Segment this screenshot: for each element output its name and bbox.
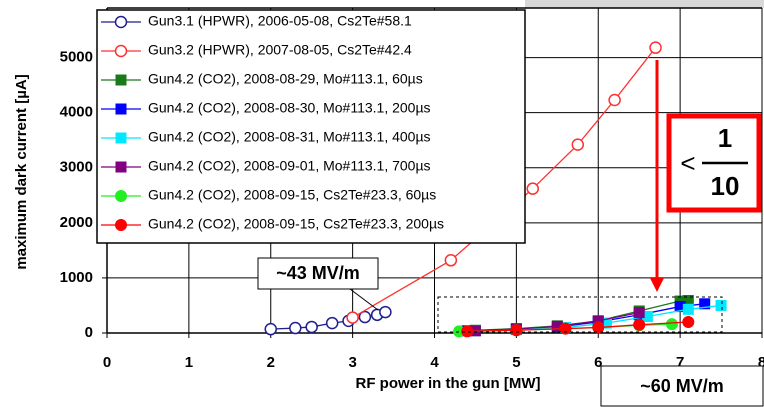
marker — [526, 182, 539, 195]
marker — [571, 138, 585, 151]
marker — [608, 93, 621, 107]
marker — [115, 103, 127, 115]
x-tick-label: 8 — [758, 354, 764, 371]
marker — [115, 132, 127, 144]
marker — [649, 41, 662, 54]
legend-label: Gun4.2 (CO2), 2008-08-29, Mo#113.1, 60µs — [148, 71, 423, 87]
marker — [325, 316, 339, 330]
legend-label: Gun4.2 (CO2), 2008-08-30, Mo#113.1, 200µ… — [148, 100, 431, 116]
marker — [115, 219, 127, 231]
x-tick-label: 3 — [348, 354, 356, 371]
legend-label: Gun4.2 (CO2), 2008-09-15, Cs2Te#23.3, 60… — [148, 187, 436, 203]
marker — [682, 303, 694, 315]
marker — [559, 322, 572, 335]
annotation: < — [680, 148, 695, 178]
y-axis-label: maximum dark current [µA] — [13, 74, 30, 269]
marker — [346, 311, 359, 324]
annotation: 10 — [711, 171, 740, 201]
x-tick-label: 5 — [512, 354, 520, 371]
marker — [114, 15, 128, 29]
y-tick-label: 1000 — [60, 269, 93, 286]
marker — [592, 321, 605, 334]
series-line — [467, 321, 689, 332]
series-line — [352, 47, 657, 319]
legend-label: Gun4.2 (CO2), 2008-08-31, Mo#113.1, 400µ… — [148, 129, 431, 145]
legend-label: Gun4.2 (CO2), 2008-09-01, Mo#113.1, 700µ… — [148, 158, 431, 174]
marker — [115, 161, 127, 173]
background-strip — [525, 0, 764, 8]
pointer-line — [349, 288, 379, 311]
arrow-head — [650, 278, 664, 292]
marker — [289, 321, 302, 335]
y-tick-label: 2000 — [60, 214, 93, 231]
marker — [358, 310, 372, 324]
marker — [114, 44, 128, 58]
x-tick-label: 4 — [430, 354, 439, 371]
x-tick-label: 1 — [185, 354, 193, 371]
x-tick-label: 7 — [676, 354, 684, 371]
dashed-box — [437, 296, 723, 333]
y-tick-label: 5000 — [60, 49, 93, 66]
marker — [264, 322, 277, 336]
marker — [633, 318, 646, 331]
marker — [461, 325, 474, 338]
marker — [682, 315, 695, 328]
annotation: 1 — [718, 123, 732, 153]
legend-box — [96, 9, 526, 244]
marker — [444, 254, 458, 267]
legend: Gun3.1 (HPWR), 2006-05-08, Cs2Te#58.1 Gun… — [101, 13, 444, 232]
y-tick-label: 3000 — [60, 159, 93, 176]
annotation-box — [257, 257, 379, 290]
y-tick-label: 4000 — [60, 104, 93, 121]
x-axis-label: RF power in the gun [MW] — [356, 375, 541, 392]
marker — [665, 318, 678, 331]
marker — [715, 299, 727, 311]
marker — [510, 324, 523, 337]
marker — [699, 298, 711, 310]
x-tick-label: 2 — [267, 354, 275, 371]
legend-label: Gun3.1 (HPWR), 2006-05-08, Cs2Te#58.1 — [148, 13, 412, 29]
marker — [633, 307, 645, 319]
x-tick-label: 6 — [594, 354, 602, 371]
marker — [305, 320, 318, 334]
marker — [115, 190, 127, 202]
legend-label: Gun3.2 (HPWR), 2007-08-05, Cs2Te#42.4 — [148, 42, 412, 58]
legend-label: Gun4.2 (CO2), 2008-09-15, Cs2Te#23.3, 20… — [148, 216, 444, 232]
annotation: ~43 MV/m — [276, 263, 360, 283]
annotation-box — [600, 365, 764, 407]
marker — [115, 74, 127, 86]
y-tick-label: 0 — [85, 324, 93, 341]
annotation: ~60 MV/m — [640, 376, 724, 396]
marker — [379, 305, 392, 319]
x-tick-label: 0 — [103, 354, 111, 371]
